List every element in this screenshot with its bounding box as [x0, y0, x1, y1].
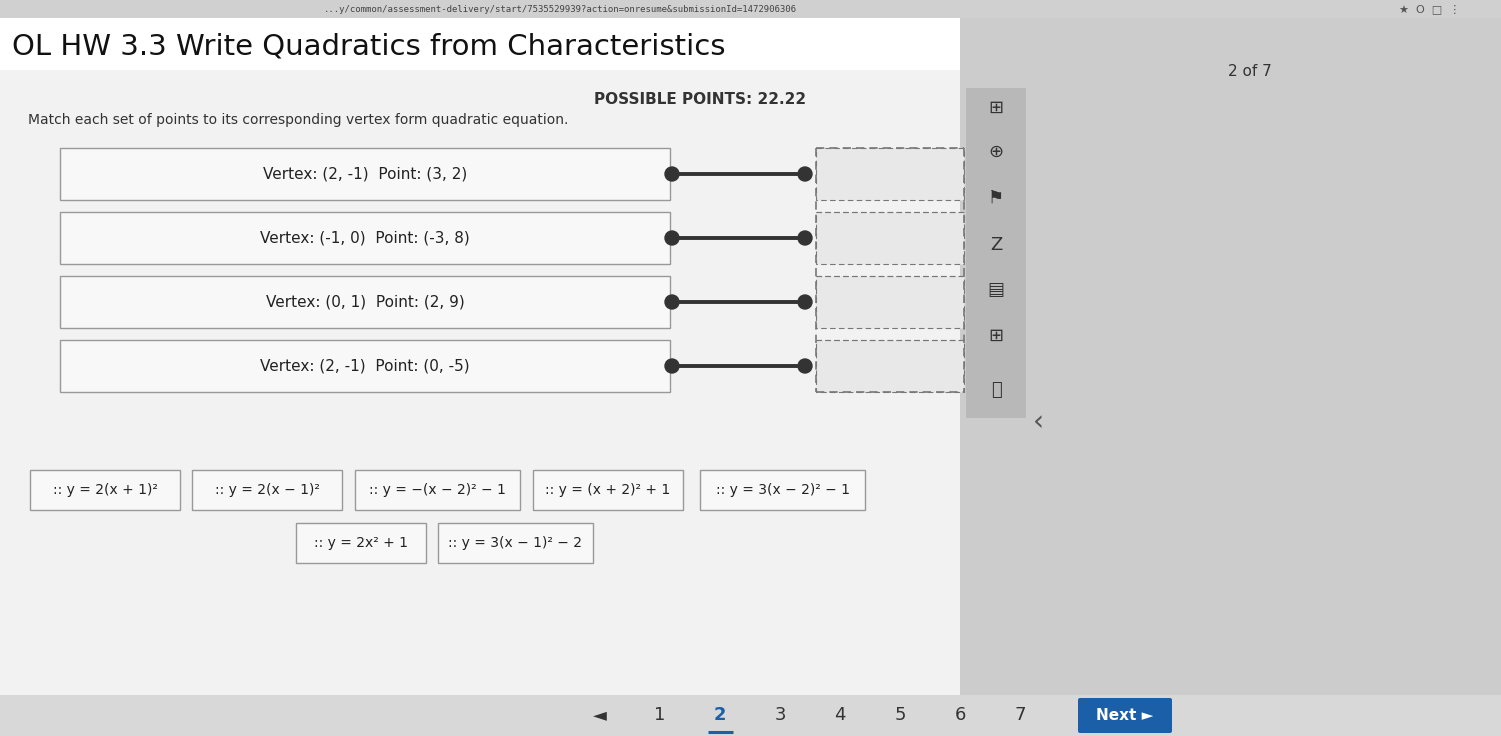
Text: 5: 5 [895, 707, 905, 724]
Text: 4: 4 [835, 707, 845, 724]
FancyBboxPatch shape [817, 148, 964, 200]
Text: Match each set of points to its corresponding vertex form quadratic equation.: Match each set of points to its correspo… [29, 113, 569, 127]
Text: ▤: ▤ [988, 281, 1004, 299]
Text: OL HW 3.3 Write Quadratics from Characteristics: OL HW 3.3 Write Quadratics from Characte… [12, 32, 725, 60]
FancyBboxPatch shape [60, 148, 669, 200]
Text: ⤢: ⤢ [991, 381, 1001, 399]
FancyBboxPatch shape [817, 340, 964, 392]
FancyBboxPatch shape [817, 276, 964, 328]
FancyBboxPatch shape [1078, 698, 1172, 733]
Text: Vertex: (2, -1)  Point: (3, 2): Vertex: (2, -1) Point: (3, 2) [263, 166, 467, 182]
FancyBboxPatch shape [0, 18, 961, 70]
Circle shape [665, 295, 678, 309]
Text: 3: 3 [775, 707, 785, 724]
Circle shape [665, 231, 678, 245]
Text: :: y = (x + 2)² + 1: :: y = (x + 2)² + 1 [545, 483, 671, 497]
Text: 2: 2 [714, 707, 726, 724]
FancyBboxPatch shape [438, 523, 593, 563]
Text: ‹: ‹ [1033, 408, 1043, 436]
FancyBboxPatch shape [60, 276, 669, 328]
Text: POSSIBLE POINTS: 22.22: POSSIBLE POINTS: 22.22 [594, 93, 806, 107]
Text: Vertex: (2, -1)  Point: (0, -5): Vertex: (2, -1) Point: (0, -5) [260, 358, 470, 373]
Text: ⊞: ⊞ [989, 99, 1004, 117]
Circle shape [799, 295, 812, 309]
Text: ◄: ◄ [593, 707, 606, 724]
Text: :: y = 2x² + 1: :: y = 2x² + 1 [314, 536, 408, 550]
FancyBboxPatch shape [817, 212, 964, 264]
FancyBboxPatch shape [961, 18, 1501, 736]
Text: :: y = 3(x − 2)² − 1: :: y = 3(x − 2)² − 1 [716, 483, 850, 497]
Text: ⊞: ⊞ [989, 327, 1004, 345]
Circle shape [665, 167, 678, 181]
Text: ★  O  □  ⋮: ★ O □ ⋮ [1399, 4, 1460, 14]
Circle shape [799, 167, 812, 181]
Text: Vertex: (-1, 0)  Point: (-3, 8): Vertex: (-1, 0) Point: (-3, 8) [260, 230, 470, 246]
FancyBboxPatch shape [60, 212, 669, 264]
Text: ⚑: ⚑ [988, 189, 1004, 207]
FancyBboxPatch shape [699, 470, 865, 510]
Text: 7: 7 [1015, 707, 1025, 724]
FancyBboxPatch shape [30, 470, 180, 510]
Text: :: y = 2(x − 1)²: :: y = 2(x − 1)² [215, 483, 320, 497]
FancyBboxPatch shape [192, 470, 342, 510]
Text: :: y = 2(x + 1)²: :: y = 2(x + 1)² [53, 483, 158, 497]
Text: 6: 6 [955, 707, 965, 724]
Text: Vertex: (0, 1)  Point: (2, 9): Vertex: (0, 1) Point: (2, 9) [266, 294, 464, 310]
Text: :: y = −(x − 2)² − 1: :: y = −(x − 2)² − 1 [369, 483, 506, 497]
Circle shape [799, 231, 812, 245]
Text: Z: Z [989, 236, 1003, 254]
Text: :: y = 3(x − 1)² − 2: :: y = 3(x − 1)² − 2 [449, 536, 582, 550]
FancyBboxPatch shape [533, 470, 683, 510]
Text: Next ►: Next ► [1096, 708, 1154, 723]
Text: 1: 1 [654, 707, 665, 724]
Text: 2 of 7: 2 of 7 [1228, 65, 1271, 79]
Circle shape [799, 359, 812, 373]
FancyBboxPatch shape [356, 470, 519, 510]
FancyBboxPatch shape [0, 0, 1501, 18]
FancyBboxPatch shape [60, 340, 669, 392]
FancyBboxPatch shape [0, 18, 961, 736]
Text: ⊕: ⊕ [989, 143, 1004, 161]
FancyBboxPatch shape [296, 523, 426, 563]
FancyBboxPatch shape [0, 695, 1501, 736]
FancyBboxPatch shape [961, 18, 1501, 736]
Circle shape [665, 359, 678, 373]
Text: ...y/common/assessment-delivery/start/7535529939?action=onresume&submissionId=14: ...y/common/assessment-delivery/start/75… [324, 4, 797, 13]
FancyBboxPatch shape [967, 88, 1027, 418]
